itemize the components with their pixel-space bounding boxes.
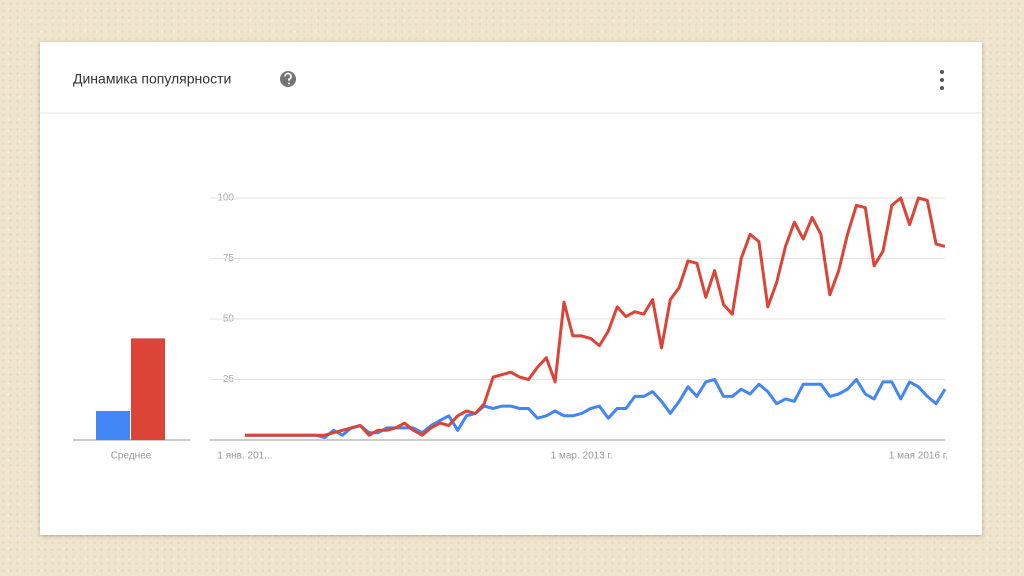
- x-tick-label: Среднее: [111, 451, 152, 462]
- x-tick-label: 1 мая 2016 г.: [889, 451, 948, 462]
- help-dot: [288, 82, 290, 85]
- trend-card: [40, 42, 982, 535]
- card-title: Динамика популярности: [73, 71, 231, 87]
- average-bar: [96, 410, 130, 440]
- x-tick-label: 1 янв. 201...: [217, 451, 272, 462]
- menu-dot: [940, 78, 944, 82]
- menu-button[interactable]: [940, 70, 944, 90]
- menu-dot: [940, 86, 944, 90]
- x-tick-label: 1 мар. 2013 г.: [551, 451, 613, 462]
- help-circle: [280, 71, 296, 87]
- average-bar: [131, 338, 165, 440]
- help-glyph: [284, 72, 292, 81]
- help-icon[interactable]: [280, 71, 296, 87]
- trend-line: [245, 196, 946, 437]
- menu-dot: [940, 70, 944, 74]
